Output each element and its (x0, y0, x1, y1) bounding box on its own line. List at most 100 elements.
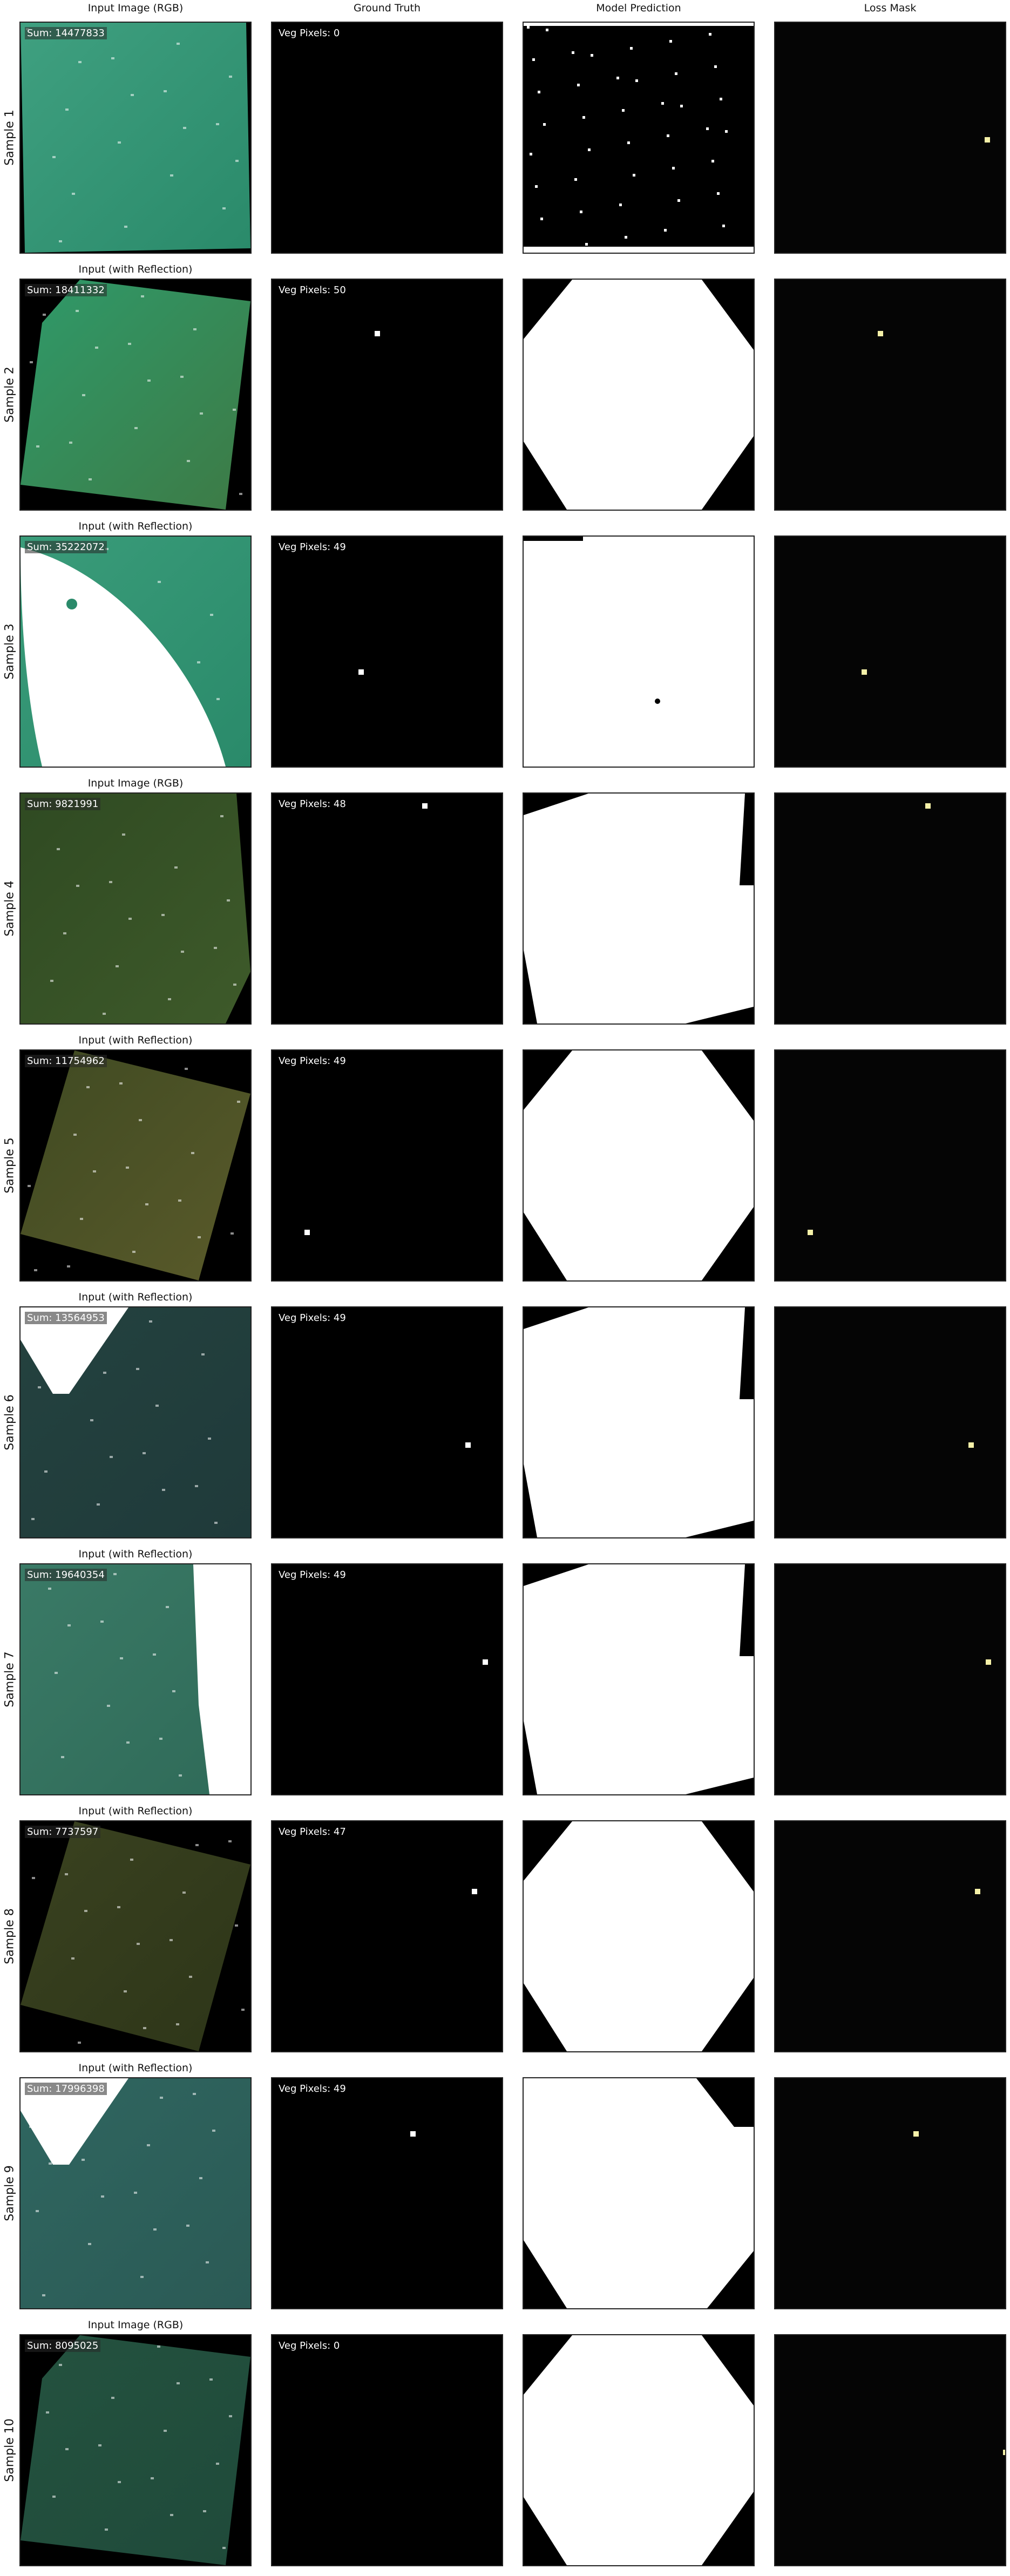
ground-truth-mask (272, 280, 502, 510)
sample-label: Sample 3 (3, 535, 17, 768)
loss-mask-panel (774, 279, 1006, 511)
sample-row: Sample 3 Input (with Reflection) Sum: 3522… (0, 514, 1010, 771)
model-prediction-mask (524, 23, 754, 253)
column-title-model-prediction: Model Prediction (596, 2, 681, 14)
model-prediction-panel (523, 1049, 755, 1282)
column-title-input: Input Image (RGB) (87, 2, 184, 14)
loss-mask (775, 1564, 1005, 1794)
loss-highlight-blob (1003, 2450, 1005, 2455)
input-image-panel: Sum: 14477833 (19, 22, 252, 254)
sample-label: Sample 5 (3, 1049, 17, 1282)
ground-truth-mask (272, 1307, 502, 1537)
sample-label: Sample 4 (3, 792, 17, 1025)
model-prediction-panel (523, 279, 755, 511)
ground-truth-mask (272, 1821, 502, 2051)
input-subtitle: Input (with Reflection) (78, 263, 193, 275)
loss-highlight-blob (925, 803, 931, 809)
sample-row: Sample 8 Input (with Reflection) Sum: 7737… (0, 1799, 1010, 2056)
loss-mask-panel (774, 1563, 1006, 1795)
sample-row: Sample 4 Input Image (RGB) Sum: 9821991 Veg… (0, 771, 1010, 1028)
veg-pixels-label: Veg Pixels: 49 (279, 1055, 346, 1067)
model-prediction-mask (524, 280, 754, 510)
sample-label: Sample 7 (3, 1563, 17, 1795)
input-image (21, 2078, 250, 2308)
ground-truth-panel: Veg Pixels: 49 (271, 1049, 503, 1282)
sample-row: Sample 6 Input (with Reflection) Sum: 1356… (0, 1285, 1010, 1542)
model-prediction-panel (523, 2334, 755, 2566)
ground-truth-panel: Veg Pixels: 49 (271, 2077, 503, 2309)
input-image (21, 280, 250, 510)
sample-label-text: Sample 1 (3, 110, 17, 166)
ground-truth-mask (272, 2078, 502, 2308)
veg-pixel-blob (422, 803, 428, 809)
input-image-panel: Sum: 19640354 (19, 1563, 252, 1795)
ground-truth-panel: Veg Pixels: 49 (271, 1563, 503, 1795)
input-image (21, 1050, 250, 1280)
veg-pixels-label: Veg Pixels: 47 (279, 1826, 346, 1838)
ground-truth-panel: Veg Pixels: 48 (271, 792, 503, 1025)
ground-truth-mask (272, 537, 502, 767)
sample-row: Sample 7 Input (with Reflection) Sum: 1964… (0, 1542, 1010, 1799)
ground-truth-panel: Veg Pixels: 49 (271, 535, 503, 768)
veg-pixels-label: Veg Pixels: 49 (279, 1569, 346, 1581)
loss-highlight-blob (913, 2131, 919, 2137)
loss-mask (775, 794, 1005, 1023)
pixel-sum-label: Sum: 13564953 (25, 1312, 107, 1324)
loss-mask (775, 1821, 1005, 2051)
loss-mask-panel (774, 22, 1006, 254)
pixel-sum-label: Sum: 8095025 (25, 2340, 101, 2352)
column-title-ground-truth: Ground Truth (353, 2, 421, 14)
model-prediction-mask (524, 537, 754, 767)
sample-label: Sample 2 (3, 279, 17, 511)
input-subtitle: Input (with Reflection) (78, 2062, 193, 2074)
model-prediction-panel (523, 535, 755, 768)
sample-row: Sample 5 Input (with Reflection) Sum: 1175… (0, 1028, 1010, 1285)
model-prediction-mask (524, 794, 754, 1023)
sample-label-text: Sample 7 (3, 1651, 17, 1707)
loss-highlight-blob (808, 1230, 813, 1235)
veg-pixel-blob (472, 1889, 477, 1894)
sample-row: Sample 9 Input (with Reflection) Sum: 1799… (0, 2056, 1010, 2313)
veg-pixels-label: Veg Pixels: 49 (279, 2083, 346, 2094)
ground-truth-mask (272, 23, 502, 253)
input-subtitle: Input Image (RGB) (87, 777, 184, 789)
model-prediction-mask (524, 2078, 754, 2308)
model-prediction-panel (523, 1563, 755, 1795)
input-subtitle: Input (with Reflection) (78, 1548, 193, 1560)
loss-mask-panel (774, 1306, 1006, 1538)
sample-label: Sample 8 (3, 1820, 17, 2052)
input-image (21, 1821, 250, 2051)
input-image-panel: Sum: 18411332 (19, 279, 252, 511)
sample-label-text: Sample 8 (3, 1908, 17, 1964)
pixel-sum-label: Sum: 18411332 (25, 284, 107, 296)
ground-truth-panel: Veg Pixels: 50 (271, 279, 503, 511)
pixel-sum-label: Sum: 19640354 (25, 1569, 107, 1581)
input-image (21, 537, 250, 767)
loss-highlight-blob (986, 1659, 991, 1665)
loss-mask (775, 1307, 1005, 1537)
veg-pixels-label: Veg Pixels: 48 (279, 798, 346, 810)
input-subtitle: Input Image (RGB) (87, 2319, 184, 2331)
sample-label: Sample 10 (3, 2334, 17, 2566)
ground-truth-mask (272, 1050, 502, 1280)
input-image-panel: Sum: 7737597 (19, 1820, 252, 2052)
loss-mask (775, 23, 1005, 253)
model-prediction-mask (524, 1307, 754, 1537)
pixel-sum-label: Sum: 7737597 (25, 1826, 101, 1838)
input-subtitle: Input (with Reflection) (78, 1805, 193, 1817)
sample-label-text: Sample 6 (3, 1394, 17, 1450)
loss-highlight-blob (862, 669, 867, 675)
ground-truth-mask (272, 1564, 502, 1794)
model-prediction-panel (523, 792, 755, 1025)
ground-truth-mask (272, 794, 502, 1023)
input-image (21, 1564, 250, 1794)
sample-row: Sample 2 Input (with Reflection) Sum: 1841… (0, 257, 1010, 514)
loss-mask (775, 2335, 1005, 2565)
input-image-panel: Sum: 35222072 (19, 535, 252, 768)
loss-mask-panel (774, 535, 1006, 768)
model-prediction-panel (523, 2077, 755, 2309)
veg-pixels-label: Veg Pixels: 49 (279, 1312, 346, 1324)
veg-pixel-blob (358, 669, 364, 675)
model-prediction-mask (524, 1050, 754, 1280)
pixel-sum-label: Sum: 9821991 (25, 798, 101, 810)
